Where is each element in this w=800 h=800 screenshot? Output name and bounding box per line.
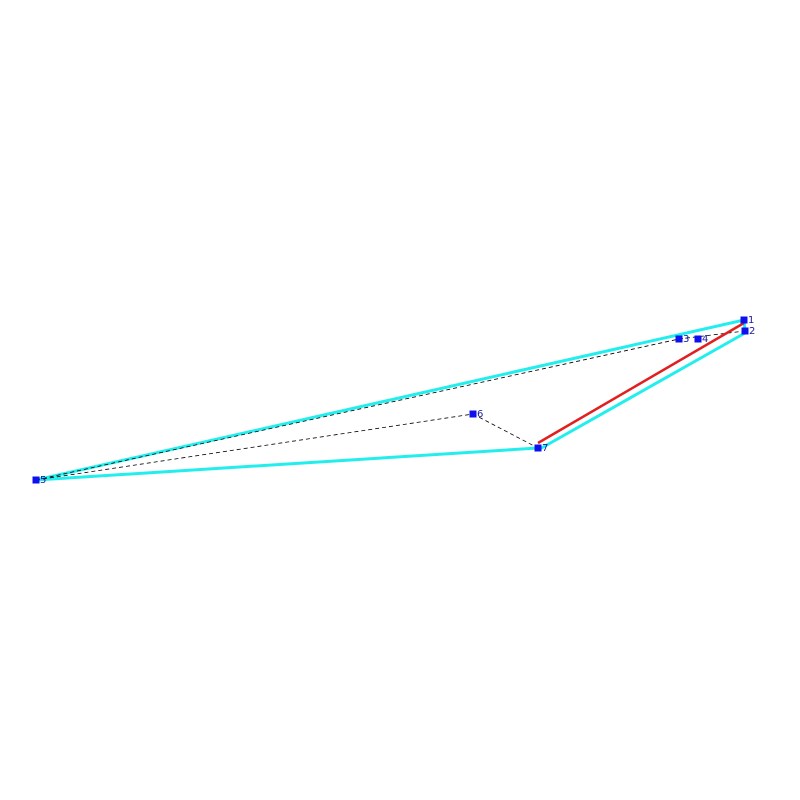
dashed-edge xyxy=(35,338,680,481)
node-marker xyxy=(694,335,702,343)
dashed-edge xyxy=(35,413,474,481)
node-marker xyxy=(741,327,749,335)
dashed-edge xyxy=(472,413,539,449)
node-label: 2 xyxy=(749,326,755,337)
node-marker xyxy=(675,335,683,343)
node-label: 5 xyxy=(40,475,46,486)
node-label: 7 xyxy=(542,443,548,454)
node-label: 1 xyxy=(748,315,754,326)
node-label: 4 xyxy=(702,334,708,345)
path xyxy=(35,330,746,481)
node-label: 3 xyxy=(683,334,689,345)
hull xyxy=(35,318,747,482)
hull-edge xyxy=(35,446,539,482)
node-label: 6 xyxy=(477,409,483,420)
hull-edge xyxy=(537,331,746,452)
highlight-edge xyxy=(537,321,745,445)
node-marker xyxy=(740,316,748,324)
node-marker xyxy=(534,444,542,452)
node-marker xyxy=(469,410,477,418)
hull-edge xyxy=(35,318,745,482)
node-marker xyxy=(32,476,40,484)
